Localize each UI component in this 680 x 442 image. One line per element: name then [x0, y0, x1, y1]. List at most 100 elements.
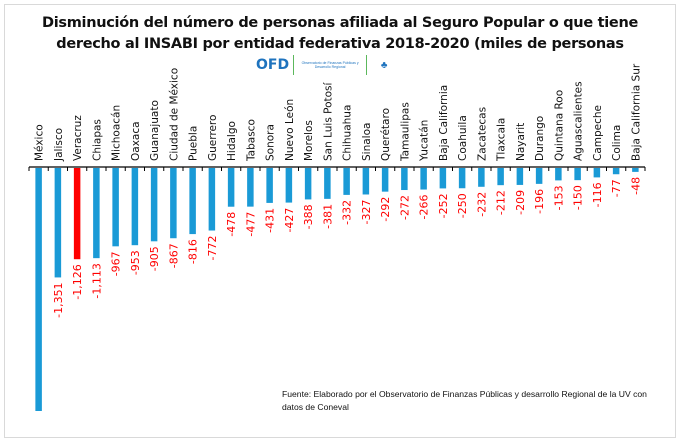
logo-divider	[366, 55, 368, 75]
category-label: Guerrero	[207, 115, 219, 161]
value-label: -150	[572, 185, 585, 210]
category-label: Campeche	[592, 105, 604, 161]
category-label: Quintana Roo	[553, 90, 565, 161]
value-label: -431	[264, 208, 277, 233]
value-label: -292	[379, 197, 392, 222]
bar-ciudad-de-méxico	[170, 168, 177, 239]
value-label: -48	[629, 177, 642, 195]
category-label: Baja California Sur	[630, 63, 642, 161]
bar-aguascalientes	[574, 168, 581, 181]
bar-morelos	[304, 168, 312, 200]
bar-tlaxcala	[497, 168, 504, 186]
bar-baja-california-sur	[632, 168, 639, 172]
bar-méxico	[35, 168, 42, 411]
category-label: Hidalgo	[226, 121, 238, 161]
category-label: Nayarit	[515, 123, 527, 161]
value-label: -232	[475, 192, 488, 217]
chart-title: Disminución del número de personas afili…	[0, 13, 680, 55]
bar-quintana-roo	[555, 168, 562, 181]
value-label: -1,351	[52, 282, 65, 317]
category-label: México	[34, 124, 46, 161]
bar-colima	[612, 168, 620, 175]
category-label: Sinaloa	[361, 123, 373, 161]
bar-campeche	[593, 168, 601, 178]
value-label: -381	[321, 204, 334, 229]
category-label: Sonora	[265, 124, 277, 161]
bar-guerrero	[208, 168, 216, 231]
bar-baja-california	[439, 168, 447, 189]
category-label: Zacatecas	[476, 107, 488, 161]
category-label: Nuevo León	[284, 99, 296, 161]
value-label: -478	[225, 212, 238, 237]
category-label: Durango	[534, 116, 546, 161]
bar-sonora	[266, 168, 273, 203]
bar-yucatán	[420, 168, 427, 190]
category-label: Guanajuato	[149, 100, 161, 161]
category-label: Tlaxcala	[496, 118, 508, 162]
value-label: -266	[418, 195, 431, 220]
bar-nuevo-león	[285, 168, 293, 203]
category-label: Tabasco	[245, 119, 257, 162]
bar-coahuila	[458, 168, 466, 189]
ofd-logo-name-line-1: Observatorio de Finanzas Públicas y	[301, 61, 359, 65]
value-label: -327	[360, 199, 373, 224]
bar-durango	[535, 168, 543, 184]
category-label: Tamaulipas	[399, 102, 411, 162]
value-label: -905	[148, 246, 161, 271]
value-label: -1,113	[90, 263, 103, 298]
bar-sinaloa	[362, 168, 370, 195]
category-label: Chihuahua	[342, 105, 354, 161]
category-label: Veracruz	[72, 115, 84, 161]
bar-querétaro	[381, 168, 389, 192]
category-label: Colima	[611, 125, 623, 161]
logo-divider	[293, 55, 295, 75]
bar-hidalgo	[227, 168, 235, 207]
value-label: -477	[244, 212, 257, 237]
source-note: Fuente: Elaborado por el Observatorio de…	[282, 389, 647, 412]
value-label: -272	[398, 195, 411, 220]
category-label: Ciudad de México	[168, 68, 180, 161]
bar-guanajuato	[150, 168, 158, 242]
bar-san-luis-potosí	[324, 168, 331, 199]
value-label: -953	[129, 250, 142, 275]
value-label: -772	[206, 236, 219, 261]
ofd-logo: OFD Observatorio de Finanzas Públicas y …	[256, 54, 397, 76]
bar-oaxaca	[131, 168, 139, 246]
value-label: -867	[167, 243, 180, 268]
bar-jalisco	[54, 168, 62, 278]
value-label: -967	[110, 251, 123, 276]
category-label: Puebla	[188, 126, 200, 161]
university-emblem-icon: ♣	[380, 59, 388, 71]
value-label: -116	[591, 182, 604, 207]
bar-chiapas	[93, 168, 100, 259]
category-label: Michoacán	[111, 105, 123, 161]
value-label: -252	[437, 193, 450, 218]
category-label: Baja California	[438, 85, 450, 161]
bar-veracruz	[73, 168, 81, 260]
bar-chihuahua	[343, 168, 350, 195]
category-label: Oaxaca	[130, 121, 142, 161]
chart-title-line-2: derecho al INSABI por entidad federativa…	[56, 36, 624, 52]
bar-tamaulipas	[401, 168, 408, 191]
value-label: -212	[495, 190, 508, 215]
value-label: -153	[552, 185, 565, 210]
value-label: -427	[283, 208, 296, 233]
category-label: San Luis Potosí	[322, 81, 334, 161]
bar-michoacán	[112, 168, 119, 247]
chart-title-line-1: Disminución del número de personas afili…	[41, 15, 639, 31]
value-label: -250	[456, 193, 469, 218]
bar-zacatecas	[478, 168, 485, 187]
category-label: Yucatán	[419, 120, 431, 162]
category-label: Querétaro	[380, 108, 392, 161]
value-label: -1,126	[71, 264, 84, 299]
bar-tabasco	[247, 168, 254, 207]
value-label: -77	[610, 179, 623, 197]
category-label: Jalisco	[53, 128, 65, 162]
value-label: -332	[341, 200, 354, 225]
value-label: -388	[302, 204, 315, 229]
category-label: Aguascalientes	[573, 81, 585, 161]
bar-nayarit	[516, 168, 524, 185]
ofd-logo-name-line-2: Desarrollo Regional	[314, 65, 346, 69]
value-label: -816	[187, 239, 200, 264]
